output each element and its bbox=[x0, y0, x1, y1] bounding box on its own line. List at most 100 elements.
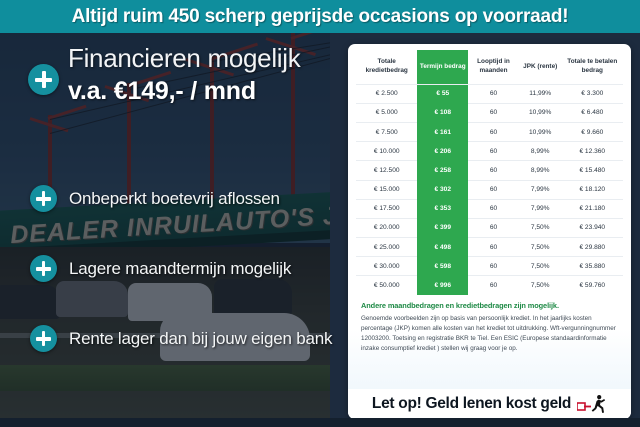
feature-list: Financieren mogelijk v.a. €149,- / mnd O… bbox=[0, 33, 345, 427]
finance-table-body: € 2.500 € 55 60 11,99% € 3.300 € 5.000 € 108 60… bbox=[356, 83, 623, 295]
table-row: € 12.500 € 258 60 8,99% € 15.480 bbox=[356, 160, 623, 180]
legal-warning-text: Let op! Geld lenen kost geld bbox=[371, 395, 572, 412]
table-cell: € 29.880 bbox=[561, 237, 623, 257]
legal-warning-bar: Let op! Geld lenen kost geld bbox=[348, 389, 631, 419]
table-cell: 8,99% bbox=[518, 160, 562, 180]
table-cell: € 21.180 bbox=[561, 198, 623, 219]
table-cell: € 353 bbox=[417, 198, 469, 219]
table-cell: 60 bbox=[468, 256, 519, 276]
table-cell: € 15.480 bbox=[561, 160, 623, 180]
table-cell: 7,99% bbox=[518, 198, 562, 219]
feature-item-1-label: Onbeperkt boetevrij aflossen bbox=[69, 188, 280, 208]
table-row: € 10.000 € 206 60 8,99% € 12.360 bbox=[356, 141, 623, 161]
table-row: € 50.000 € 996 60 7,50% € 59.760 bbox=[356, 275, 623, 295]
disclaimer-body: Genoemde voorbeelden zijn op basis van p… bbox=[361, 314, 616, 353]
top-promo-banner: Altijd ruim 450 scherp geprijsde occasio… bbox=[0, 0, 640, 33]
afm-running-man-icon bbox=[577, 395, 606, 413]
promo-headline-line1: Financieren mogelijk bbox=[68, 43, 301, 73]
promo-headline: Financieren mogelijk v.a. €149,- / mnd bbox=[68, 43, 343, 106]
feature-item-3-label: Rente lager dan bij jouw eigen bank bbox=[69, 328, 333, 348]
dealership-photo: DEALER INRUILAUTO'S JOHAN MEURE ALTIJD 4… bbox=[0, 33, 640, 427]
table-cell: 11,99% bbox=[518, 83, 562, 104]
table-cell: € 5.000 bbox=[356, 102, 418, 123]
plus-icon bbox=[30, 185, 57, 212]
table-cell: € 399 bbox=[417, 217, 469, 238]
bottom-photo-strip bbox=[0, 418, 640, 427]
finance-table-wrapper: Totale kredietbedrag Termijn bedrag Loop… bbox=[348, 44, 631, 295]
table-cell: € 35.880 bbox=[561, 256, 623, 276]
table-row: € 5.000 € 108 60 10,99% € 6.480 bbox=[356, 102, 623, 123]
table-cell: € 30.000 bbox=[356, 256, 418, 276]
table-cell: 7,50% bbox=[518, 275, 562, 295]
table-cell: € 9.660 bbox=[561, 121, 623, 142]
col-header-total-credit: Totale kredietbedrag bbox=[365, 58, 408, 75]
table-cell: 60 bbox=[468, 179, 519, 200]
table-cell: 60 bbox=[468, 83, 519, 104]
table-cell: € 20.000 bbox=[356, 217, 418, 238]
col-header-apr: JPK (rente) bbox=[523, 62, 558, 70]
table-header-row: Totale kredietbedrag Termijn bedrag Loop… bbox=[356, 50, 623, 85]
table-row: € 25.000 € 498 60 7,50% € 29.880 bbox=[356, 237, 623, 257]
table-cell: € 17.500 bbox=[356, 198, 418, 219]
table-cell: € 302 bbox=[417, 179, 469, 200]
table-cell: € 23.940 bbox=[561, 217, 623, 238]
table-cell: € 6.480 bbox=[561, 102, 623, 123]
table-row: € 2.500 € 55 60 11,99% € 3.300 bbox=[356, 83, 623, 104]
table-cell: € 18.120 bbox=[561, 179, 623, 200]
table-cell: € 50.000 bbox=[356, 275, 418, 295]
col-header-total-payable: Totale te betalen bedrag bbox=[567, 58, 618, 75]
table-cell: 7,50% bbox=[518, 217, 562, 238]
table-cell: € 108 bbox=[417, 102, 469, 123]
table-cell: € 15.000 bbox=[356, 179, 418, 200]
feature-item-1: Onbeperkt boetevrij aflossen bbox=[30, 185, 280, 212]
feature-item-3: Rente lager dan bij jouw eigen bank bbox=[30, 325, 333, 352]
table-cell: 8,99% bbox=[518, 141, 562, 161]
table-cell: 60 bbox=[468, 141, 519, 161]
table-cell: 7,50% bbox=[518, 237, 562, 257]
table-row: € 7.500 € 161 60 10,99% € 9.660 bbox=[356, 121, 623, 142]
feature-item-2: Lagere maandtermijn mogelijk bbox=[30, 255, 291, 282]
col-header-monthly-amount: Termijn bedrag bbox=[417, 50, 469, 85]
table-cell: 7,50% bbox=[518, 256, 562, 276]
photo-dark-overlay bbox=[0, 33, 345, 427]
table-cell: € 12.360 bbox=[561, 141, 623, 161]
table-cell: € 161 bbox=[417, 121, 469, 142]
table-row: € 20.000 € 399 60 7,50% € 23.940 bbox=[356, 217, 623, 238]
table-cell: € 25.000 bbox=[356, 237, 418, 257]
table-cell: € 59.760 bbox=[561, 275, 623, 295]
table-row: € 15.000 € 302 60 7,99% € 18.120 bbox=[356, 179, 623, 200]
plus-icon bbox=[28, 64, 59, 95]
table-cell: € 3.300 bbox=[561, 83, 623, 104]
table-cell: 60 bbox=[468, 217, 519, 238]
table-cell: € 2.500 bbox=[356, 83, 418, 104]
feature-item-2-label: Lagere maandtermijn mogelijk bbox=[69, 258, 292, 278]
disclaimer-block: Andere maandbedragen en kredietbedragen … bbox=[348, 295, 631, 355]
table-cell: € 7.500 bbox=[356, 121, 418, 142]
plus-icon bbox=[30, 255, 57, 282]
promo-headline-line2: v.a. €149,- / mnd bbox=[68, 77, 256, 106]
table-cell: 60 bbox=[468, 121, 519, 142]
table-cell: € 598 bbox=[417, 256, 469, 276]
plus-icon bbox=[30, 325, 57, 352]
table-cell: € 10.000 bbox=[356, 141, 418, 161]
table-cell: € 12.500 bbox=[356, 160, 418, 180]
table-cell: 60 bbox=[468, 160, 519, 180]
table-row: € 17.500 € 353 60 7,99% € 21.180 bbox=[356, 198, 623, 219]
table-cell: 60 bbox=[468, 275, 519, 295]
col-header-duration: Looptijd in maanden bbox=[477, 58, 510, 75]
finance-table: Totale kredietbedrag Termijn bedrag Loop… bbox=[356, 50, 623, 295]
finance-table-card: Totale kredietbedrag Termijn bedrag Loop… bbox=[348, 44, 631, 419]
table-cell: 10,99% bbox=[518, 102, 562, 123]
hero-stage: DEALER INRUILAUTO'S JOHAN MEURE ALTIJD 4… bbox=[0, 33, 640, 427]
table-row: € 30.000 € 598 60 7,50% € 35.880 bbox=[356, 256, 623, 276]
table-cell: € 498 bbox=[417, 237, 469, 257]
disclaimer-title: Andere maandbedragen en kredietbedragen … bbox=[361, 300, 559, 310]
table-cell: 60 bbox=[468, 237, 519, 257]
table-cell: 60 bbox=[468, 198, 519, 219]
table-cell: 10,99% bbox=[518, 121, 562, 142]
table-cell: € 996 bbox=[417, 275, 469, 295]
table-cell: € 55 bbox=[417, 83, 469, 104]
table-cell: € 258 bbox=[417, 160, 469, 180]
banner-headline: Altijd ruim 450 scherp geprijsde occasio… bbox=[71, 5, 569, 27]
finance-table-head: Totale kredietbedrag Termijn bedrag Loop… bbox=[356, 50, 623, 85]
